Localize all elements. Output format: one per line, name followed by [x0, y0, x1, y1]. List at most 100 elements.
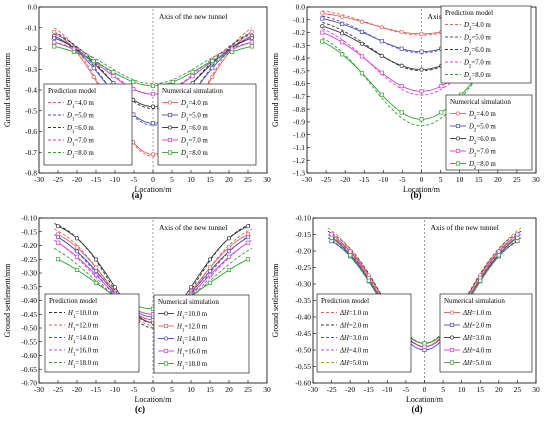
x-tick-label: -15 — [359, 175, 369, 184]
legend-entry: H1=16.0 m — [67, 348, 99, 358]
data-point — [93, 265, 99, 270]
legend-entry: D2=6.0 m — [468, 136, 496, 146]
legend-entry: ΔH=3.0 m — [339, 335, 369, 342]
legend-entry: ΔH=2.0 m — [462, 323, 492, 330]
y-tick-label: -0.10 — [295, 214, 311, 223]
data-point — [150, 83, 156, 88]
x-tick-label: -25 — [321, 175, 331, 184]
data-point — [419, 67, 424, 72]
tunnel-axis-annotation: Axis of the new tunnel — [159, 223, 227, 232]
legend-entry: D2=6.0 m — [463, 47, 491, 57]
data-point — [249, 36, 254, 41]
y-tick-label: -0.25 — [295, 263, 311, 272]
legend-simulation: Numerical simulation D1=4.0 m D1=5.0 m D1=6… — [157, 83, 257, 166]
x-axis-label: Location/m — [135, 185, 173, 194]
x-tick-label: 20 — [225, 175, 233, 184]
legend-entry: D1=4.0 m — [66, 100, 94, 110]
data-point — [226, 249, 232, 254]
chart-panel-b: Axis of the new tunnel-30-25-20-15-10-50… — [271, 3, 540, 200]
data-point — [249, 44, 254, 49]
data-point — [150, 92, 156, 97]
legend-marker — [449, 310, 455, 315]
x-tick-label: -20 — [72, 175, 82, 184]
legend-entry: D2=8.0 m — [468, 161, 496, 171]
x-axis-label: Location/m — [135, 395, 173, 404]
data-point — [93, 268, 99, 274]
data-point — [226, 236, 232, 241]
legend-entry: D2=7.0 m — [463, 60, 491, 70]
data-point — [91, 75, 96, 80]
y-tick-label: 0.0 — [28, 3, 38, 12]
chart-panel-c: Axis of the new tunnel -30 -25 -20 -15 -10 -5 0… — [3, 214, 271, 414]
data-point — [150, 104, 156, 109]
legend-entry: ΔH=4.0 m — [339, 348, 369, 355]
legend-marker — [167, 137, 173, 143]
y-tick-label: -1.3 — [293, 169, 305, 178]
x-tick-label: -30 — [34, 385, 44, 394]
legend-entry: D1=5.0 m — [180, 113, 208, 123]
data-point — [150, 121, 156, 126]
legend-entry: H1=14.0 m — [67, 335, 99, 345]
legend-entry: D2=5.0 m — [468, 124, 496, 134]
legend-entry: D2=7.0 m — [468, 149, 496, 159]
data-point — [188, 285, 194, 290]
legend-marker — [449, 322, 455, 328]
x-tick-label: -30 — [34, 175, 44, 184]
y-tick-label: -0.45 — [21, 310, 37, 319]
data-point — [348, 253, 353, 258]
panel-label: (d) — [412, 404, 423, 414]
legend-entry: D1=6.0 m — [180, 125, 208, 135]
data-point — [249, 29, 254, 34]
legend-title: Numerical simulation — [162, 87, 223, 95]
legend-marker — [455, 136, 461, 141]
data-point — [399, 46, 404, 51]
legend-box — [43, 83, 133, 166]
data-point — [91, 66, 96, 71]
data-point — [226, 267, 232, 272]
legend-simulation: Numerical simulation D2=4.0 m D2=5.0 m D2=6… — [445, 94, 533, 171]
data-point — [74, 254, 80, 259]
x-tick-label: -30 — [302, 175, 312, 184]
legend-prediction: Prediction model ΔH=1.0 m ΔH=2.0 m ΔH=3.0 m… — [316, 293, 412, 373]
legend-title: Prediction model — [321, 297, 369, 305]
legend-title: Prediction model — [49, 297, 97, 305]
legend-entry: D1=8.0 m — [66, 150, 94, 160]
legend-entry: H1=12.0 m — [67, 323, 99, 333]
x-tick-label: -15 — [91, 175, 101, 184]
data-point — [112, 285, 118, 290]
data-point — [399, 110, 404, 115]
data-point — [515, 232, 520, 237]
chart-panel-a: Axis of the new tunnel -30 -25 -20 -15 -10 -5 0… — [3, 3, 271, 200]
legend-title: Numerical simulation — [450, 98, 511, 106]
legend-entry: H1=18.0 m — [67, 360, 99, 370]
series-line-prediction-1 — [53, 228, 253, 326]
y-axis-label: Ground settlement/mm — [271, 52, 280, 127]
data-point — [52, 44, 57, 49]
x-tick-label: -10 — [110, 175, 120, 184]
legend-marker — [455, 148, 461, 154]
y-tick-label: -0.55 — [295, 362, 311, 371]
legend-entry: ΔH=5.0 m — [339, 360, 369, 367]
data-point — [340, 21, 345, 27]
legend-entry: H1=10.0 m — [176, 311, 208, 321]
data-point — [419, 117, 424, 122]
legend-marker — [167, 112, 173, 118]
legend-entry: ΔH=2.0 m — [339, 323, 369, 330]
y-tick-label: -0.70 — [21, 379, 37, 388]
data-point — [419, 49, 424, 54]
data-point — [329, 235, 334, 240]
data-point — [419, 31, 424, 36]
x-tick-label: 15 — [477, 385, 485, 394]
y-axis-label: Ground settlement/mm — [3, 263, 12, 338]
legend-entry: D2=4.0 m — [463, 22, 491, 32]
legend-box — [157, 83, 257, 166]
y-tick-label: -0.5 — [293, 66, 305, 75]
data-point — [422, 347, 427, 353]
y-tick-label: -0.35 — [295, 296, 311, 305]
panel-label: (a) — [132, 190, 143, 200]
x-tick-label: -10 — [110, 385, 120, 394]
legend-entry: ΔH=4.0 m — [462, 348, 492, 355]
data-point — [340, 31, 345, 36]
x-tick-label: 30 — [263, 385, 271, 394]
data-point — [359, 41, 365, 46]
